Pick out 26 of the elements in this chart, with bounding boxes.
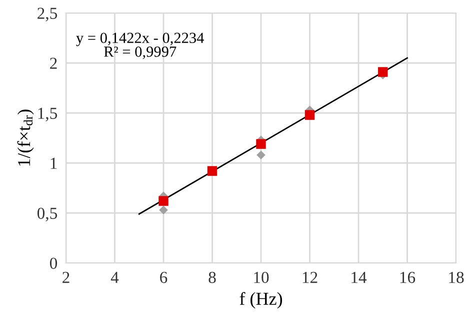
y-tick-label: 1 — [50, 158, 57, 169]
y-tick-label: 2 — [50, 58, 57, 69]
y-tick-label: 0,5 — [37, 208, 58, 222]
x-tick-label: 2 — [62, 272, 70, 283]
x-tick-label: 14 — [352, 272, 367, 283]
point — [256, 139, 266, 149]
point — [159, 206, 168, 214]
x-axis-title: f (Hz) — [240, 292, 282, 309]
point — [304, 110, 315, 120]
point — [158, 196, 168, 206]
x-tick-label: 8 — [208, 272, 216, 284]
x-tick-label: 6 — [160, 272, 168, 284]
x-tick-label: 12 — [302, 272, 318, 283]
y-tick-label: 1,5 — [38, 108, 58, 122]
x-tick-label: 16 — [400, 272, 416, 284]
annotation: y = 0,1422x - 0,2234 — [76, 32, 204, 46]
annotation: R² = 0,9997 — [104, 46, 176, 60]
x-tick-label: 18 — [449, 272, 464, 284]
y-axis-title: 1/(f×t$_{dr}$) — [17, 110, 34, 166]
point — [256, 150, 266, 160]
x-tick-label: 4 — [110, 272, 119, 283]
point — [207, 166, 218, 176]
x-tick-label: 10 — [254, 272, 269, 284]
y-tick-label: 0 — [50, 258, 58, 269]
y-tick-label: 2,5 — [38, 8, 58, 22]
point — [378, 67, 388, 77]
